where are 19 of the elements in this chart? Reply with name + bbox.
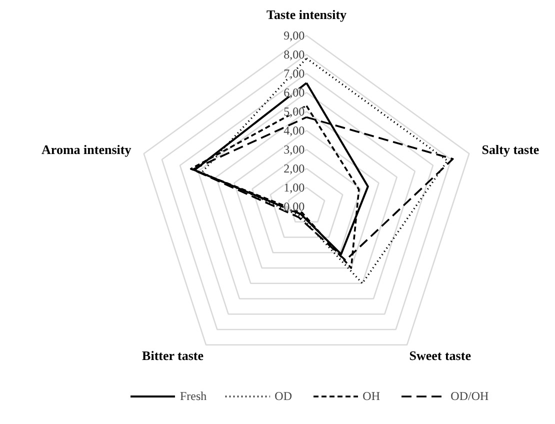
legend-label: OD — [274, 388, 294, 404]
spoke-label: Bitter taste — [142, 348, 204, 363]
y-tick-label: 5,00 — [284, 104, 305, 118]
legend-label: OD/OH — [450, 388, 489, 404]
y-tick-label: 6,00 — [284, 86, 305, 100]
y-tick-label: 2,00 — [284, 162, 305, 176]
y-tick-label: 4,00 — [284, 124, 305, 138]
spoke-label: Salty taste — [482, 142, 540, 158]
y-tick-label: 1,00 — [284, 180, 305, 194]
y-tick-label: 8,00 — [284, 48, 305, 62]
y-tick-label: 3,00 — [284, 142, 305, 156]
y-tick-label: 0,00 — [284, 200, 305, 214]
spoke-label: Taste intensity — [266, 7, 348, 22]
y-tick-label: 7,00 — [284, 66, 305, 80]
legend-label: OH — [362, 388, 382, 404]
y-tick-label: 9,00 — [284, 28, 305, 42]
spoke-label: Sweet taste — [409, 348, 472, 363]
legend-label: Fresh — [180, 388, 207, 404]
spoke-label: Aroma intensity — [42, 142, 132, 158]
